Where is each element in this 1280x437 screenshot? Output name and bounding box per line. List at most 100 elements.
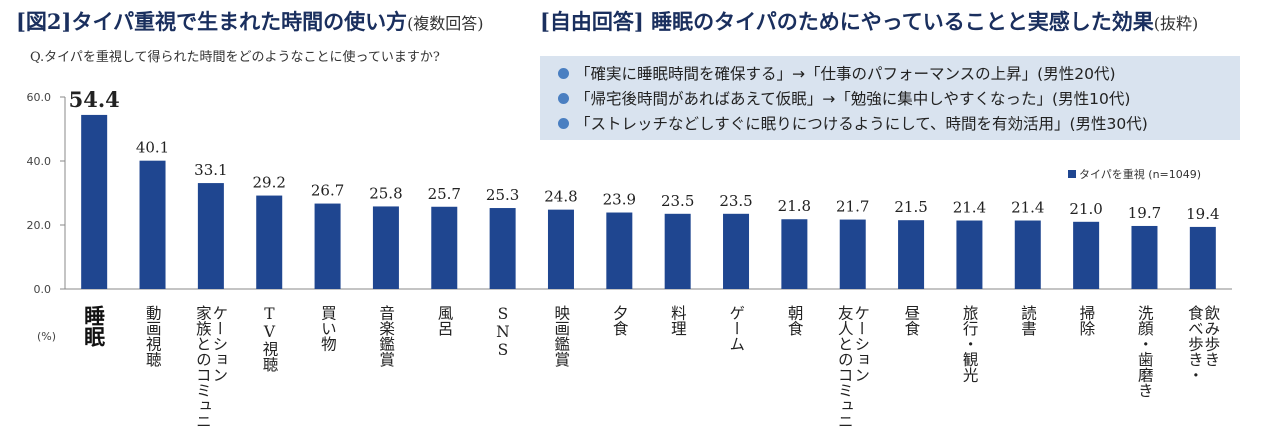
bar — [664, 213, 691, 289]
data-label: 19.4 — [1186, 205, 1219, 223]
category-label: ゲーム — [727, 305, 746, 352]
category-label: 風呂 — [435, 305, 454, 336]
free-answer-title: [自由回答] 睡眠のタイパのためにやっていることと実感した効果(抜粋) — [540, 6, 1198, 36]
bar — [197, 183, 224, 289]
free-answer-item: 「帰宅後時間があればあえて仮眠」→「勉強に集中しやすくなった」(男性10代) — [558, 87, 1230, 112]
category-label: 夕食 — [610, 305, 629, 336]
category-label: 睡眠 — [81, 305, 107, 347]
category-label: 洗顔・歯磨き — [1136, 305, 1154, 398]
bullet-icon — [558, 68, 569, 79]
category-label-line: 昼食 — [902, 305, 921, 336]
data-label: 54.4 — [69, 87, 120, 112]
category-label-line: ケーション — [210, 305, 229, 383]
category-label-line: 買い物 — [318, 305, 337, 352]
category-label: 買い物 — [318, 305, 337, 352]
bar — [547, 209, 574, 289]
data-label: 25.8 — [369, 184, 402, 202]
category-label-line: 朝食 — [785, 305, 804, 336]
bar — [1189, 226, 1216, 289]
free-answer-text: 「確実に睡眠時間を確保する」→「仕事のパフォーマンスの上昇」(男性20代) — [575, 65, 1116, 83]
bar — [1073, 221, 1100, 289]
data-label: 23.5 — [719, 192, 752, 210]
category-label: 旅行・観光 — [960, 305, 979, 383]
data-label: 40.1 — [136, 139, 169, 157]
bar — [139, 160, 166, 289]
data-label: 21.4 — [1011, 199, 1044, 217]
bar — [839, 219, 866, 289]
category-label: 掃除 — [1077, 305, 1096, 336]
bar — [898, 220, 925, 289]
category-label: SNS — [493, 305, 512, 359]
category-label: 映画鑑賞 — [552, 305, 571, 367]
bar — [1131, 225, 1158, 289]
bullet-icon — [558, 118, 569, 129]
data-label: 19.7 — [1128, 204, 1161, 222]
data-label: 24.8 — [544, 188, 577, 206]
data-label: 21.4 — [953, 199, 986, 217]
category-label: TV視聴 — [260, 305, 279, 372]
data-label: 23.9 — [603, 191, 636, 209]
data-label: 21.0 — [1069, 200, 1102, 218]
data-label: 29.2 — [253, 174, 286, 192]
figure-title: [図2]タイパ重視で生まれた時間の使い方(複数回答) — [16, 6, 484, 36]
free-answer-title-main: [自由回答] 睡眠のタイパのためにやっていることと実感した効果 — [540, 9, 1154, 34]
category-label-line: 音楽鑑賞 — [377, 305, 396, 367]
data-label: 23.5 — [661, 192, 694, 210]
category-label: 朝食 — [785, 305, 804, 336]
category-label-line: 動画視聴 — [143, 305, 162, 367]
bar — [81, 114, 108, 289]
bar — [956, 220, 983, 289]
bar — [256, 195, 283, 289]
bar — [314, 203, 341, 289]
y-tick-label: 60.0 — [27, 91, 52, 104]
figure-title-main: [図2]タイパ重視で生まれた時間の使い方 — [16, 9, 408, 34]
data-label: 21.8 — [778, 197, 811, 215]
data-label: 21.5 — [894, 198, 927, 216]
figure-title-sub: (複数回答) — [407, 14, 484, 33]
category-label-line: 友人とのコミュニ — [835, 305, 854, 429]
legend-swatch — [1068, 170, 1076, 178]
bar — [781, 219, 808, 289]
bar — [489, 208, 516, 289]
category-label-line: 旅行・観光 — [960, 305, 979, 383]
category-label-line: 夕食 — [610, 305, 629, 336]
legend-label: タイパを重視 (n=1049) — [1079, 168, 1202, 181]
free-answer-text: 「ストレッチなどしすぐに眠りにつけるようにして、時間を有効活用」(男性30代) — [575, 115, 1148, 133]
survey-question: Q.タイパを重視して得られた時間をどのようなことに使っていますか? — [30, 50, 440, 65]
category-label-line: 飲み歩き — [1202, 305, 1221, 367]
bar — [723, 213, 750, 289]
category-label-line: 風呂 — [435, 305, 454, 336]
y-tick-label: 20.0 — [27, 219, 52, 232]
category-label: 音楽鑑賞 — [377, 305, 396, 367]
bar — [1014, 220, 1041, 289]
data-label: 33.1 — [194, 161, 227, 179]
y-tick-label: 40.0 — [27, 155, 52, 168]
y-tick-label: 0.0 — [34, 283, 52, 296]
category-label-line: 料理 — [668, 305, 687, 336]
category-label-line: ゲーム — [727, 305, 746, 352]
free-answer-text: 「帰宅後時間があればあえて仮眠」→「勉強に集中しやすくなった」(男性10代) — [575, 90, 1131, 108]
chart-legend: タイパを重視 (n=1049) — [1068, 166, 1201, 182]
category-label-line: 掃除 — [1077, 305, 1096, 336]
category-label-line: TV視聴 — [260, 305, 279, 372]
bar — [372, 206, 399, 289]
data-label: 26.7 — [311, 182, 344, 200]
category-label: 料理 — [668, 305, 687, 336]
free-answer-item: 「確実に睡眠時間を確保する」→「仕事のパフォーマンスの上昇」(男性20代) — [558, 62, 1230, 87]
data-label: 21.7 — [836, 198, 869, 216]
category-label: ケーション 友人とのコミュニ — [835, 305, 871, 429]
free-answer-box: 「確実に睡眠時間を確保する」→「仕事のパフォーマンスの上昇」(男性20代) 「帰… — [540, 56, 1240, 140]
bar — [431, 206, 458, 289]
category-label-line: SNS — [493, 305, 512, 359]
data-label: 25.3 — [486, 186, 519, 204]
category-label: 昼食 — [902, 305, 921, 336]
category-label-line: 睡眠 — [81, 305, 107, 347]
category-label-line: 家族とのコミュニ — [193, 305, 212, 429]
category-label: 動画視聴 — [143, 305, 162, 367]
category-label: ケーション 家族とのコミュニ — [193, 305, 229, 429]
bullet-icon — [558, 93, 569, 104]
category-label-line: 映画鑑賞 — [552, 305, 571, 367]
free-answer-item: 「ストレッチなどしすぐに眠りにつけるようにして、時間を有効活用」(男性30代) — [558, 112, 1230, 137]
bar — [606, 212, 633, 289]
